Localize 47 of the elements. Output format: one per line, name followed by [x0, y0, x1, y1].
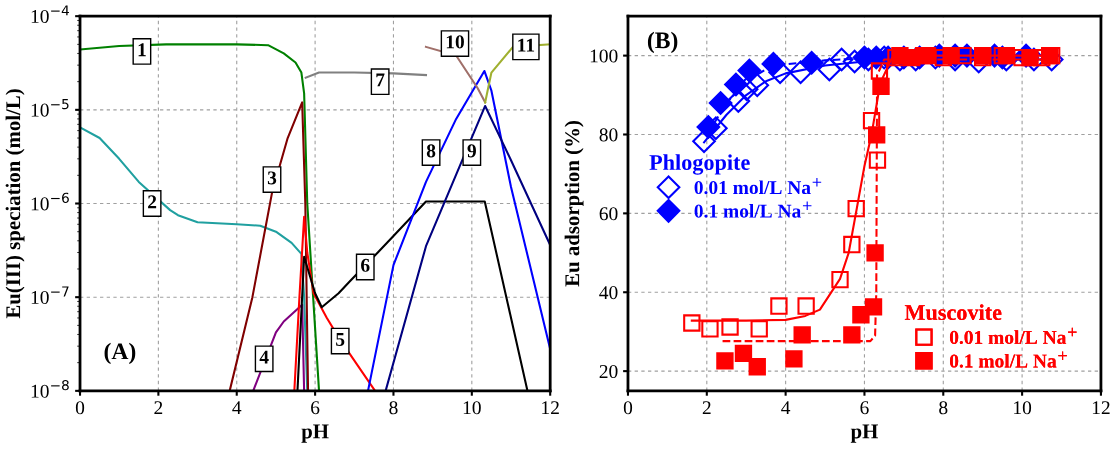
y-tick-label: 10$^{−4}$ [31, 5, 69, 24]
annotation: 1 [138, 43, 146, 57]
text: Phlogopite [649, 154, 750, 175]
annotation: 4 [259, 350, 269, 364]
annotation: 6 [361, 258, 370, 272]
y-tick-label: 10$^{−8}$ [31, 380, 69, 398]
annotation: 7 [376, 73, 385, 87]
annotation: 11 [518, 38, 535, 52]
x-axis-title: pH [850, 424, 878, 443]
y-axis-title: Eu(III) speciation (mol/L) [5, 89, 25, 319]
text: Muscovite [904, 304, 1002, 321]
x-tick-label: 10 [1014, 401, 1032, 415]
x-tick-label: 2 [154, 401, 163, 415]
x-tick-label: 6 [311, 401, 320, 415]
annotation: 5 [336, 333, 345, 346]
x-tick-label: 8 [389, 401, 398, 415]
legend-label: 0.1 mol/L Na$^{+}$ [949, 351, 1067, 368]
legend-label: 0.01 mol/L Na$^{+}$ [949, 327, 1077, 345]
x-tick-label: 4 [232, 401, 242, 415]
y-tick-label: 40 [599, 286, 618, 300]
annotation: (B) [647, 31, 678, 54]
y-tick-label: 100 [590, 49, 618, 63]
y-tick-label: 10$^{−6}$ [31, 192, 69, 211]
x-axis-title: pH [301, 424, 329, 443]
y-axis-title: Eu adsorption (%) [564, 121, 584, 287]
x-tick-label: 12 [1092, 401, 1110, 415]
x-tick-label: 0 [75, 401, 85, 415]
annotation: 2 [148, 195, 157, 209]
x-tick-label: 12 [542, 401, 559, 415]
x-tick-label: 0 [623, 401, 633, 415]
x-tick-label: 10 [463, 401, 481, 415]
y-tick-label: 80 [599, 128, 618, 142]
x-tick-label: 8 [939, 401, 948, 415]
annotation: (A) [104, 342, 136, 365]
y-tick-label: 10$^{−5}$ [31, 99, 69, 117]
x-tick-label: 2 [702, 401, 711, 415]
y-tick-label: 60 [599, 207, 618, 221]
x-tick-label: 4 [781, 401, 791, 415]
annotation: 8 [426, 144, 436, 158]
annotation: 10 [446, 35, 464, 49]
y-tick-label: 20 [599, 364, 618, 379]
x-tick-label: 6 [860, 401, 869, 415]
legend-label: 0.01 mol/L Na$^{+}$ [694, 177, 822, 195]
annotation: 9 [467, 144, 476, 158]
legend-label: 0.1 mol/L Na$^{+}$ [694, 201, 812, 218]
y-tick-label: 10$^{−7}$ [31, 286, 69, 305]
annotation: 3 [267, 171, 277, 185]
